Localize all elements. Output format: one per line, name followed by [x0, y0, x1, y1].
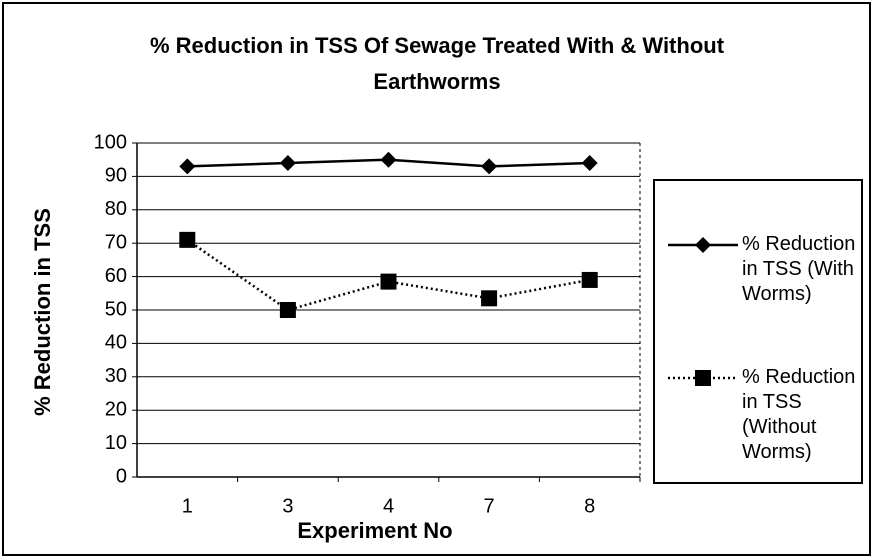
y-tick-label: 60: [105, 265, 127, 287]
data-point: [581, 271, 598, 288]
x-tick-label: 7: [484, 495, 495, 517]
y-tick-label: 80: [105, 198, 127, 220]
x-tick-label: 3: [282, 495, 293, 517]
legend-marker: [695, 237, 711, 253]
x-tick-label: 1: [182, 495, 193, 517]
data-point: [481, 158, 498, 175]
legend-box: [653, 179, 863, 484]
y-tick-label: 20: [105, 398, 127, 420]
data-point: [481, 290, 498, 307]
x-axis-label: Experiment No: [297, 518, 453, 543]
y-tick-label: 40: [105, 332, 127, 354]
y-tick-label: 50: [105, 298, 127, 320]
x-tick-label: 4: [383, 495, 394, 517]
data-point: [179, 158, 196, 175]
y-tick-label: 100: [94, 131, 127, 153]
y-tick-label: 70: [105, 231, 127, 253]
data-point: [581, 155, 598, 172]
data-point: [380, 273, 397, 290]
series-line: [186, 238, 590, 312]
y-tick-label: 90: [105, 165, 127, 187]
data-point: [179, 231, 196, 248]
chart-title: % Reduction in TSS Of Sewage Treated Wit…: [149, 33, 725, 94]
y-tick-label: 10: [105, 432, 127, 454]
y-axis-label: % Reduction in TSS: [30, 208, 55, 416]
data-point: [380, 151, 397, 168]
legend-marker: [695, 370, 711, 386]
legend-label: % Reduction in TSS (Without Worms): [742, 366, 856, 463]
x-tick-label: 8: [584, 495, 595, 517]
y-tick-label: 0: [116, 465, 127, 487]
data-point: [279, 155, 296, 172]
y-tick-label: 30: [105, 365, 127, 387]
data-point: [279, 302, 296, 318]
legend-label: % Reduction in TSS (With Worms): [742, 233, 856, 305]
